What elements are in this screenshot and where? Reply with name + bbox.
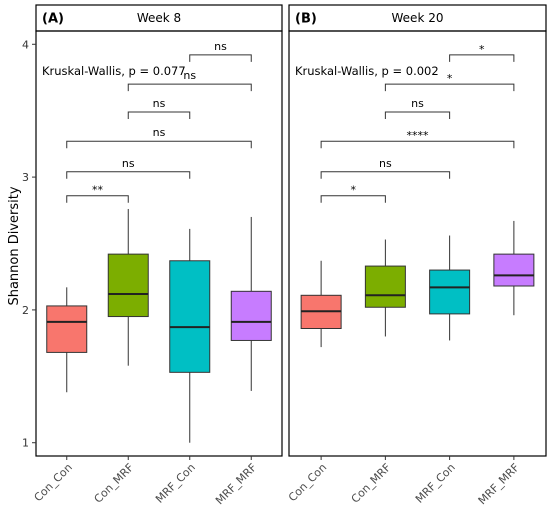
x-tick-label: Con_Con xyxy=(32,461,75,504)
significance-label: ns xyxy=(122,157,135,170)
x-tick-label: Con_MRF xyxy=(92,461,137,506)
significance-label: ns xyxy=(379,157,392,170)
y-tick-label: 3 xyxy=(22,171,29,184)
kruskal-wallis-annotation: Kruskal-Wallis, p = 0.077 xyxy=(42,64,186,78)
significance-bracket xyxy=(127,83,252,92)
significance-bracket xyxy=(66,171,191,179)
significance-bracket xyxy=(320,171,451,179)
box-mrf-con xyxy=(169,260,211,373)
x-tick-label: Con_MRF xyxy=(349,461,394,506)
x-tick-label: MRF_MRF xyxy=(213,461,259,507)
plot-frame xyxy=(288,30,547,457)
significance-bracket xyxy=(189,54,252,62)
significance-bracket xyxy=(449,54,515,62)
significance-label: ns xyxy=(183,69,196,82)
x-tick-label: MRF_Con xyxy=(413,461,458,506)
box-mrf-con xyxy=(429,269,471,315)
facet-strip xyxy=(35,4,283,32)
y-tick-label: 1 xyxy=(22,437,29,450)
significance-bracket xyxy=(320,195,386,203)
panel-label: (A) xyxy=(42,12,64,27)
box-mrf-mrf xyxy=(493,253,535,287)
y-tick-label: 4 xyxy=(22,38,29,51)
significance-bracket xyxy=(66,195,129,203)
box-mrf-mrf xyxy=(230,290,272,341)
significance-label: ns xyxy=(214,40,227,53)
box-con-con xyxy=(46,305,88,353)
panel-a: (A) Week 8 1 2 3 4 Kruskal-Wallis, p = 0.077 Co… xyxy=(22,4,283,507)
kruskal-wallis-annotation: Kruskal-Wallis, p = 0.002 xyxy=(295,64,439,78)
plot-frame xyxy=(35,30,283,457)
significance-bracket xyxy=(320,140,515,149)
significance-label: ns xyxy=(153,126,166,139)
significance-bracket xyxy=(127,111,191,120)
box-con-mrf xyxy=(364,265,406,308)
significance-bracket xyxy=(384,111,451,120)
significance-label: ns xyxy=(411,97,424,110)
significance-label: ** xyxy=(92,184,104,197)
facet-title: Week 20 xyxy=(392,11,444,25)
panel-label: (B) xyxy=(295,12,317,27)
facet-strip xyxy=(288,4,547,32)
significance-label: * xyxy=(479,43,485,56)
y-tick-label: 2 xyxy=(22,304,29,317)
facet-title: Week 8 xyxy=(137,11,181,25)
y-axis-title: Shannon Diversity xyxy=(7,186,22,305)
x-tick-label: MRF_Con xyxy=(153,461,198,506)
significance-label: ns xyxy=(153,97,166,110)
significance-bracket xyxy=(66,140,252,149)
x-tick-label: MRF_MRF xyxy=(476,461,522,507)
significance-bracket xyxy=(384,83,515,92)
x-tick-label: Con_Con xyxy=(286,461,329,504)
significance-label: **** xyxy=(407,129,430,142)
box-con-mrf xyxy=(107,253,149,318)
significance-label: * xyxy=(447,72,453,85)
panel-b: (B) Week 20 Kruskal-Wallis, p = 0.002 Con_C… xyxy=(286,4,547,507)
significance-label: * xyxy=(351,184,357,197)
